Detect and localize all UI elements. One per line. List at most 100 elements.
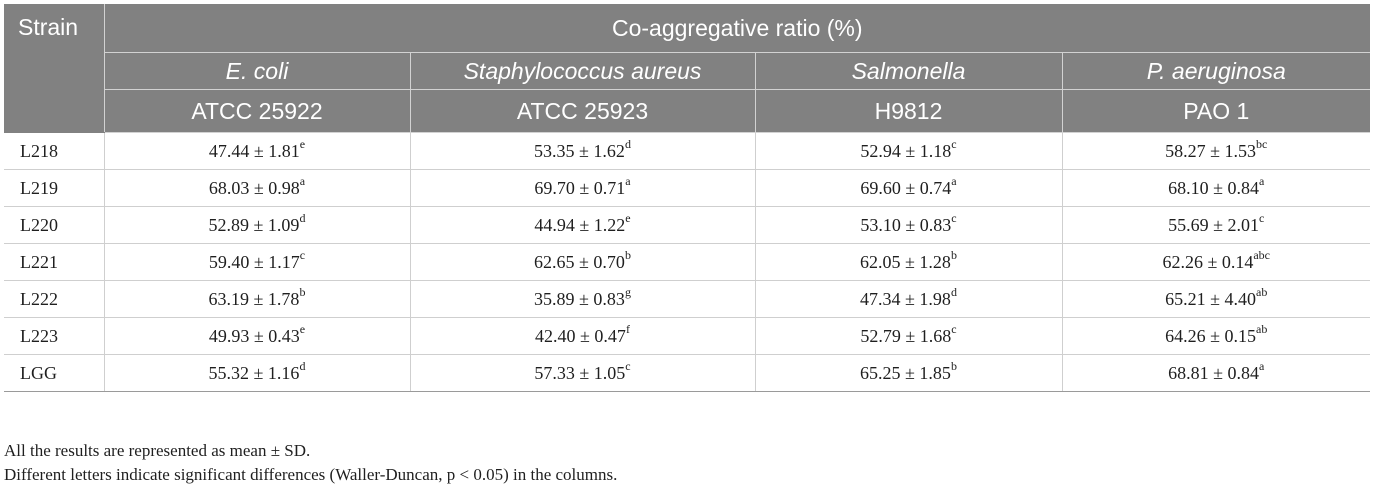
footnote-mean-sd: All the results are represented as mean … — [4, 441, 311, 460]
mean-sd-value: 62.05 ± 1.28 — [860, 251, 951, 272]
significance-letter: b — [299, 284, 306, 299]
mean-sd-value: 68.81 ± 0.84 — [1168, 362, 1260, 383]
strain-code-header-row: ATCC 25922 ATCC 25923 H9812 PAO 1 — [4, 89, 1370, 133]
value-cell: 35.89 ± 0.83g — [409, 280, 755, 318]
value-cell: 69.70 ± 0.71a — [409, 169, 755, 207]
mean-sd-value: 69.60 ± 0.74 — [860, 177, 952, 198]
strain-cell: LGG — [4, 354, 104, 392]
mean-sd-value: 57.33 ± 1.05 — [534, 362, 626, 383]
mean-sd-value: 52.79 ± 1.68 — [860, 325, 952, 346]
value-cell: 64.26 ± 0.15ab — [1061, 317, 1370, 355]
table-row: LGG 55.32 ± 1.16d 57.33 ± 1.05c 65.25 ± … — [4, 354, 1370, 392]
significance-letter: a — [299, 173, 306, 188]
mean-sd-value: 52.89 ± 1.09 — [208, 214, 300, 235]
table-body: L218 47.44 ± 1.81e 53.35 ± 1.62d 52.94 ±… — [4, 132, 1370, 392]
strain-cell: L222 — [4, 280, 104, 318]
mean-sd-value: 62.65 ± 0.70 — [534, 251, 625, 272]
value-cell: 55.69 ± 2.01c — [1061, 206, 1370, 244]
group-header: Co-aggregative ratio (%) — [103, 4, 1370, 53]
value-cell: 47.44 ± 1.81e — [103, 132, 410, 170]
species-header: Staphylococcus aureus — [409, 52, 755, 90]
significance-letter: c — [951, 136, 957, 151]
significance-letter: a — [625, 173, 631, 188]
table-header: Strain Co-aggregative ratio (%) E. coli … — [4, 4, 1370, 133]
significance-letter: d — [299, 358, 306, 373]
value-cell: 52.79 ± 1.68c — [754, 317, 1062, 355]
table-row: L218 47.44 ± 1.81e 53.35 ± 1.62d 52.94 ±… — [4, 132, 1370, 170]
value-cell: 65.21 ± 4.40ab — [1061, 280, 1370, 318]
significance-letter: d — [950, 284, 957, 299]
value-cell: 65.25 ± 1.85b — [754, 354, 1062, 392]
mean-sd-value: 53.35 ± 1.62 — [534, 140, 625, 161]
value-cell: 53.35 ± 1.62d — [409, 132, 755, 170]
value-cell: 68.10 ± 0.84a — [1061, 169, 1370, 207]
mean-sd-value: 49.93 ± 0.43 — [208, 325, 300, 346]
footnote-significance: Different letters indicate significant d… — [4, 465, 618, 484]
significance-letter: c — [1259, 210, 1265, 225]
mean-sd-value: 59.40 ± 1.17 — [208, 251, 300, 272]
value-cell: 69.60 ± 0.74a — [754, 169, 1062, 207]
table-row: L220 52.89 ± 1.09d 44.94 ± 1.22e 53.10 ±… — [4, 206, 1370, 244]
strain-cell: L223 — [4, 317, 104, 355]
value-cell: 59.40 ± 1.17c — [103, 243, 410, 281]
significance-letter: e — [299, 321, 306, 336]
value-cell: 44.94 ± 1.22e — [409, 206, 755, 244]
significance-letter: d — [299, 210, 306, 225]
mean-sd-value: 68.10 ± 0.84 — [1168, 177, 1260, 198]
significance-letter: c — [625, 358, 631, 373]
significance-letter: abc — [1253, 247, 1271, 262]
significance-letter: f — [625, 321, 630, 336]
significance-letter: d — [624, 136, 631, 151]
mean-sd-value: 65.21 ± 4.40 — [1165, 288, 1257, 309]
strain-column-header: Strain — [4, 4, 104, 133]
value-cell: 62.26 ± 0.14abc — [1061, 243, 1370, 281]
value-cell: 62.65 ± 0.70b — [409, 243, 755, 281]
mean-sd-value: 47.44 ± 1.81 — [208, 140, 300, 161]
mean-sd-value: 63.19 ± 1.78 — [208, 288, 300, 309]
value-cell: 62.05 ± 1.28b — [754, 243, 1062, 281]
value-cell: 52.89 ± 1.09d — [103, 206, 410, 244]
value-cell: 68.81 ± 0.84a — [1061, 354, 1370, 392]
significance-letter: b — [950, 358, 957, 373]
species-header-row: E. coli Staphylococcus aureus Salmonella… — [4, 52, 1370, 90]
table-footnotes: All the results are represented as mean … — [4, 439, 617, 487]
significance-letter: a — [1259, 173, 1265, 188]
table-row: L222 63.19 ± 1.78b 35.89 ± 0.83g 47.34 ±… — [4, 280, 1370, 318]
significance-letter: a — [1259, 358, 1265, 373]
value-cell: 55.32 ± 1.16d — [103, 354, 410, 392]
mean-sd-value: 68.03 ± 0.98 — [208, 177, 300, 198]
value-cell: 42.40 ± 0.47f — [409, 317, 755, 355]
significance-letter: b — [624, 247, 631, 262]
species-header: Salmonella — [754, 52, 1062, 90]
mean-sd-value: 55.69 ± 2.01 — [1168, 214, 1260, 235]
significance-letter: e — [299, 136, 306, 151]
significance-letter: a — [951, 173, 957, 188]
significance-letter: e — [625, 210, 631, 225]
mean-sd-value: 69.70 ± 0.71 — [534, 177, 626, 198]
significance-letter: c — [951, 321, 957, 336]
value-cell: 68.03 ± 0.98a — [103, 169, 410, 207]
strain-cell: L221 — [4, 243, 104, 281]
table-row: L221 59.40 ± 1.17c 62.65 ± 0.70b 62.05 ±… — [4, 243, 1370, 281]
strain-code-header: H9812 — [754, 89, 1062, 133]
significance-letter: bc — [1256, 136, 1268, 151]
strain-code-header: PAO 1 — [1061, 89, 1370, 133]
value-cell: 47.34 ± 1.98d — [754, 280, 1062, 318]
strain-cell: L219 — [4, 169, 104, 207]
mean-sd-value: 55.32 ± 1.16 — [208, 362, 300, 383]
mean-sd-value: 62.26 ± 0.14 — [1162, 251, 1254, 272]
co-aggregation-table: Strain Co-aggregative ratio (%) E. coli … — [4, 4, 1370, 392]
value-cell: 57.33 ± 1.05c — [409, 354, 755, 392]
value-cell: 53.10 ± 0.83c — [754, 206, 1062, 244]
value-cell: 58.27 ± 1.53bc — [1061, 132, 1370, 170]
significance-letter: c — [951, 210, 957, 225]
mean-sd-value: 42.40 ± 0.47 — [535, 325, 626, 346]
mean-sd-value: 52.94 ± 1.18 — [860, 140, 952, 161]
significance-letter: c — [299, 247, 306, 262]
value-cell: 52.94 ± 1.18c — [754, 132, 1062, 170]
mean-sd-value: 53.10 ± 0.83 — [860, 214, 952, 235]
table-row: L219 68.03 ± 0.98a 69.70 ± 0.71a 69.60 ±… — [4, 169, 1370, 207]
mean-sd-value: 35.89 ± 0.83 — [534, 288, 625, 309]
strain-cell: L220 — [4, 206, 104, 244]
mean-sd-value: 44.94 ± 1.22 — [534, 214, 626, 235]
